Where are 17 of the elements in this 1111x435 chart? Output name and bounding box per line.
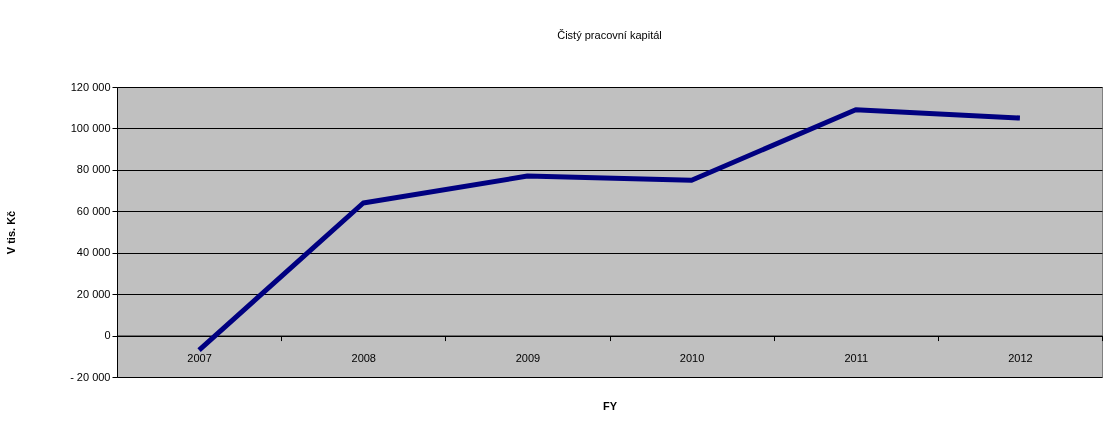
y-tick-label: 20 000 — [76, 287, 111, 300]
x-tick-label: 2007 — [187, 352, 212, 365]
y-tick-label: 60 000 — [76, 204, 111, 217]
x-tick-label: 2008 — [351, 352, 376, 365]
y-tick-label: 120 000 — [70, 80, 111, 93]
x-tick-label: 2012 — [1008, 352, 1033, 365]
y-axis-title: V tis. Kč — [5, 210, 18, 255]
chart-title: Čistý pracovní kapitál — [557, 29, 662, 41]
x-tick-label: 2010 — [679, 352, 705, 365]
y-tick-label: 100 000 — [70, 121, 111, 134]
x-axis-title: FY — [602, 399, 618, 412]
y-tick-label: - 20 000 — [70, 370, 111, 383]
x-tick-label: 2011 — [844, 352, 869, 365]
y-tick-label: 40 000 — [76, 246, 111, 259]
x-tick-label: 2009 — [515, 352, 541, 365]
y-tick-label: 80 000 — [76, 163, 111, 176]
y-tick-label: 0 — [104, 329, 111, 342]
